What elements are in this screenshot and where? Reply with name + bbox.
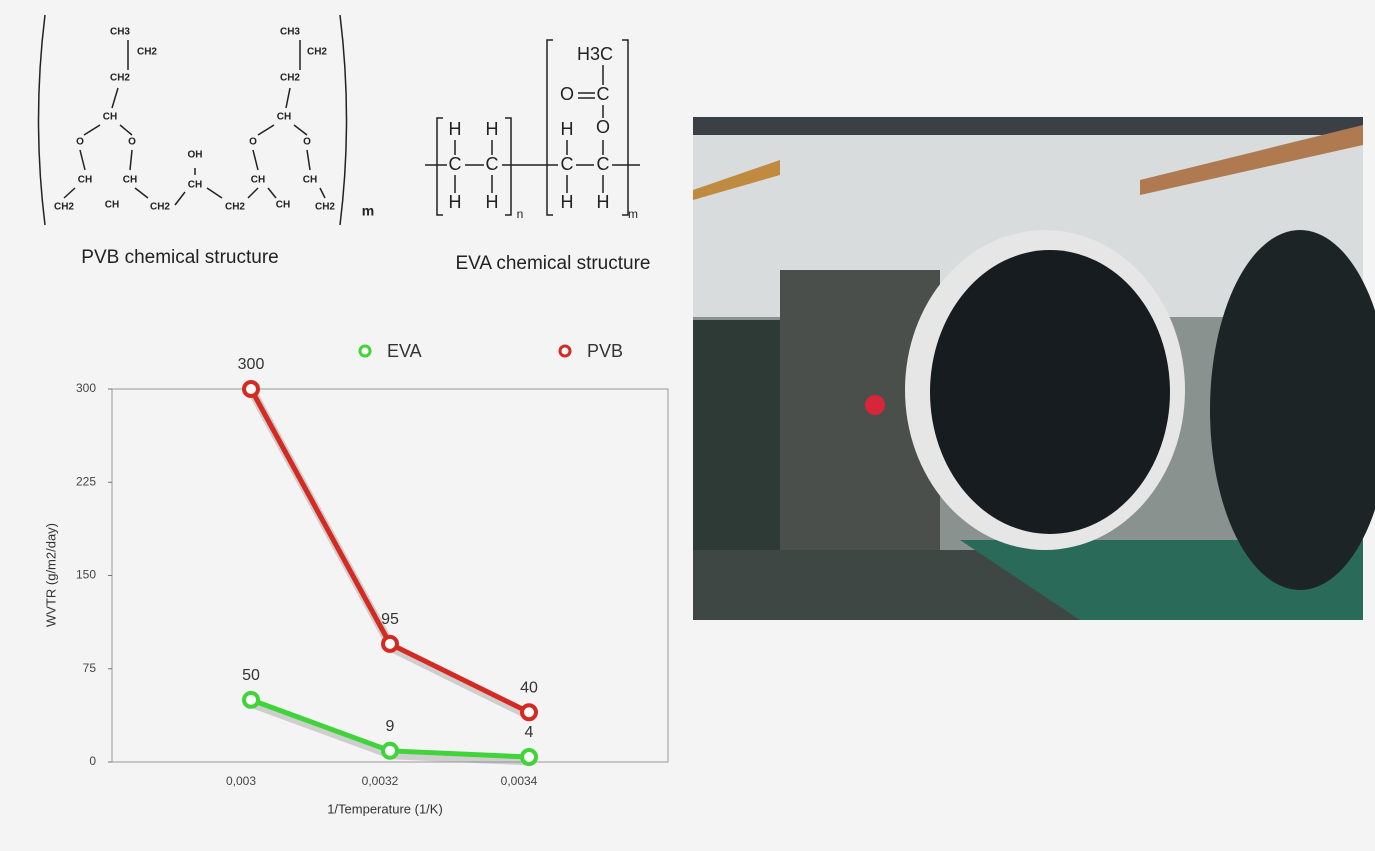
x-tick-label: 0,0034: [501, 774, 538, 788]
atom-label: CH: [78, 175, 92, 186]
atom-label: H: [449, 192, 462, 212]
atom-label: C: [486, 154, 499, 174]
data-label: 9: [386, 718, 395, 735]
atom-label: C: [597, 84, 610, 104]
data-label: 50: [242, 667, 260, 684]
atom-label: C: [561, 154, 574, 174]
atom-label: O: [303, 137, 311, 148]
atom-label: m: [628, 207, 638, 221]
data-label: 40: [520, 679, 538, 696]
data-point: [242, 690, 260, 709]
atom-label: CH2: [315, 202, 335, 213]
atom-label: H3C: [577, 44, 613, 64]
data-label: 95: [381, 611, 399, 628]
data-point: [520, 748, 538, 767]
atom-label: H: [486, 192, 499, 212]
atom-label: O: [128, 137, 136, 148]
x-tick-label: 0,003: [226, 774, 256, 788]
atom-label: CH: [188, 180, 202, 191]
pvb-caption: PVB chemical structure: [81, 247, 278, 268]
atom-label: CH2: [225, 202, 245, 213]
atom-label: CH2: [137, 47, 157, 58]
y-tick-label: 0: [89, 754, 96, 768]
atom-label: H: [597, 192, 610, 212]
atom-label: OH: [188, 150, 203, 161]
atom-label: CH: [277, 112, 291, 123]
legend-marker: [558, 344, 572, 358]
atom-label: CH: [276, 200, 290, 211]
atom-label: m: [362, 203, 374, 219]
data-label: 300: [238, 356, 265, 373]
data-point: [381, 741, 399, 760]
x-axis-title: 1/Temperature (1/K): [327, 801, 443, 816]
legend-label: EVA: [387, 341, 422, 361]
photo: [693, 117, 1375, 620]
atom-label: n: [517, 207, 524, 221]
atom-label: CH2: [54, 202, 74, 213]
x-tick-label: 0,0032: [362, 774, 399, 788]
y-axis-title: WVTR (g/m2/day): [43, 523, 58, 627]
y-tick-label: 225: [76, 474, 96, 488]
atom-label: CH: [251, 175, 265, 186]
atom-label: CH: [303, 175, 317, 186]
chart: 0 75 150 225 300 0,003 0,0032 0,0034 1/Temperatu…: [43, 341, 669, 816]
atom-label: O: [249, 137, 257, 148]
atom-label: C: [597, 154, 610, 174]
atom-label: O: [560, 84, 574, 104]
y-tick-label: 300: [76, 381, 96, 395]
data-label: 4: [525, 724, 534, 741]
atom-label: H: [486, 119, 499, 139]
atom-label: CH: [123, 175, 137, 186]
atom-label: H: [561, 192, 574, 212]
bonds: [37, 14, 640, 226]
atom-label: CH2: [280, 73, 300, 84]
atom-label: CH: [105, 200, 119, 211]
atom-label: CH3: [280, 27, 300, 38]
atom-label: CH: [103, 112, 117, 123]
atom-label: O: [76, 137, 84, 148]
data-point: [520, 703, 538, 722]
legend-label: PVB: [587, 341, 623, 361]
atom-label: CH2: [150, 202, 170, 213]
atom-label: CH2: [110, 73, 130, 84]
data-point: [242, 380, 260, 398]
atom-label: CH2: [307, 47, 327, 58]
atom-label: H: [449, 119, 462, 139]
atom-label: O: [596, 117, 610, 137]
atom-label: CH3: [110, 27, 130, 38]
data-point: [381, 634, 399, 653]
atom-label: H: [561, 119, 574, 139]
legend-marker: [358, 344, 372, 358]
atom-label: C: [449, 154, 462, 174]
eva-caption: EVA chemical structure: [455, 253, 650, 274]
y-tick-label: 75: [83, 661, 97, 675]
y-tick-label: 150: [76, 568, 96, 582]
